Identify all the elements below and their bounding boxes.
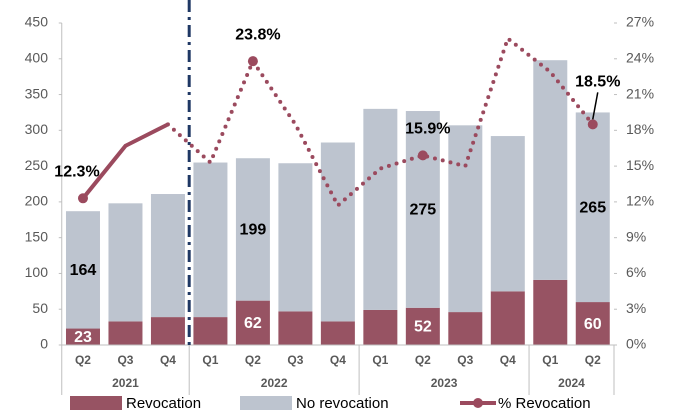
y-tick-label: 350 bbox=[25, 85, 49, 101]
line-point bbox=[417, 150, 428, 161]
bar-segment bbox=[533, 60, 568, 280]
x-tick-label: Q3 bbox=[117, 353, 133, 367]
y2-tick-label: 18% bbox=[626, 121, 654, 137]
bar-segment bbox=[575, 112, 610, 303]
legend-swatch bbox=[70, 396, 122, 410]
bar-segment bbox=[405, 111, 440, 308]
bar-segment bbox=[575, 302, 610, 345]
line-data-label: 12.3% bbox=[54, 164, 99, 181]
x-tick-label: Q1 bbox=[542, 353, 558, 367]
line-point bbox=[587, 119, 598, 130]
bar-segment bbox=[193, 317, 228, 345]
bar-segment bbox=[108, 321, 143, 345]
y2-tick-label: 0% bbox=[626, 336, 646, 352]
x-tick-label: Q2 bbox=[245, 353, 261, 367]
x-tick-label: Q1 bbox=[372, 353, 388, 367]
bar-segment bbox=[278, 163, 313, 312]
y2-tick-label: 6% bbox=[626, 264, 646, 280]
x-tick-label: Q4 bbox=[160, 353, 176, 367]
y-tick-label: 0 bbox=[40, 336, 48, 352]
bar-segment bbox=[320, 321, 355, 345]
y-tick-label: 250 bbox=[25, 157, 49, 173]
y-tick-label: 50 bbox=[32, 300, 48, 316]
bar-segment bbox=[193, 162, 228, 318]
legend-label: No revocation bbox=[296, 395, 389, 410]
bar-segment bbox=[448, 125, 483, 313]
data-label: 52 bbox=[414, 319, 432, 336]
y-tick-label: 100 bbox=[25, 264, 49, 280]
y2-tick-label: 27% bbox=[626, 14, 654, 30]
bar-segment bbox=[533, 279, 568, 345]
bar-segment bbox=[235, 300, 270, 345]
data-label: 23 bbox=[74, 329, 92, 346]
bar-segment bbox=[65, 328, 100, 345]
x-tick-label: Q1 bbox=[202, 353, 218, 367]
data-label: 62 bbox=[244, 315, 262, 332]
y2-tick-label: 24% bbox=[626, 49, 654, 65]
line-data-label: 18.5% bbox=[575, 74, 620, 91]
bar-segment bbox=[278, 311, 313, 345]
x-tick-label: Q3 bbox=[287, 353, 303, 367]
data-label: 199 bbox=[240, 222, 267, 239]
y-tick-label: 200 bbox=[25, 193, 49, 209]
legend-label: % Revocation bbox=[498, 395, 591, 410]
bar-segment bbox=[235, 158, 270, 301]
bar-segment bbox=[150, 317, 185, 345]
line-point bbox=[77, 193, 88, 204]
x-tick-label: Q4 bbox=[500, 353, 516, 367]
line-data-label: 23.8% bbox=[235, 26, 280, 43]
y2-tick-label: 15% bbox=[626, 157, 654, 173]
bar-segment bbox=[150, 194, 185, 318]
group-label: 2024 bbox=[558, 376, 585, 390]
y-tick-label: 150 bbox=[25, 228, 49, 244]
group-label: 2022 bbox=[261, 376, 288, 390]
x-tick-label: Q2 bbox=[585, 353, 601, 367]
line-dotted bbox=[165, 35, 595, 209]
bar-segment bbox=[448, 312, 483, 345]
bar-segment bbox=[65, 211, 100, 329]
x-tick-label: Q4 bbox=[330, 353, 346, 367]
y2-tick-label: 3% bbox=[626, 300, 646, 316]
bar-segment bbox=[490, 136, 525, 292]
legend-label: Revocation bbox=[126, 395, 201, 410]
group-label: 2021 bbox=[112, 376, 139, 390]
bar-segment bbox=[108, 203, 143, 322]
x-tick-label: Q2 bbox=[75, 353, 91, 367]
x-tick-label: Q3 bbox=[457, 353, 473, 367]
legend-marker bbox=[473, 398, 483, 408]
y-tick-label: 400 bbox=[25, 49, 49, 65]
line-point bbox=[247, 56, 258, 67]
x-tick-label: Q2 bbox=[415, 353, 431, 367]
data-label: 265 bbox=[579, 199, 606, 216]
bar-segment bbox=[363, 108, 398, 310]
y2-tick-label: 21% bbox=[626, 85, 654, 101]
bar-segment bbox=[490, 291, 525, 345]
data-label: 60 bbox=[584, 316, 602, 333]
legend-swatch bbox=[240, 396, 292, 410]
data-label: 275 bbox=[409, 202, 436, 219]
y2-tick-label: 12% bbox=[626, 193, 654, 209]
line-data-label: 15.9% bbox=[405, 121, 450, 138]
y2-tick-label: 9% bbox=[626, 228, 646, 244]
line-solid bbox=[81, 122, 169, 200]
y-tick-label: 300 bbox=[25, 121, 49, 137]
bar-segment bbox=[363, 309, 398, 345]
leader-line bbox=[592, 92, 599, 120]
bar-segment bbox=[320, 142, 355, 322]
data-label: 164 bbox=[70, 262, 97, 279]
y-tick-label: 450 bbox=[25, 14, 49, 30]
group-label: 2023 bbox=[431, 376, 458, 390]
bar-segment bbox=[405, 307, 440, 345]
